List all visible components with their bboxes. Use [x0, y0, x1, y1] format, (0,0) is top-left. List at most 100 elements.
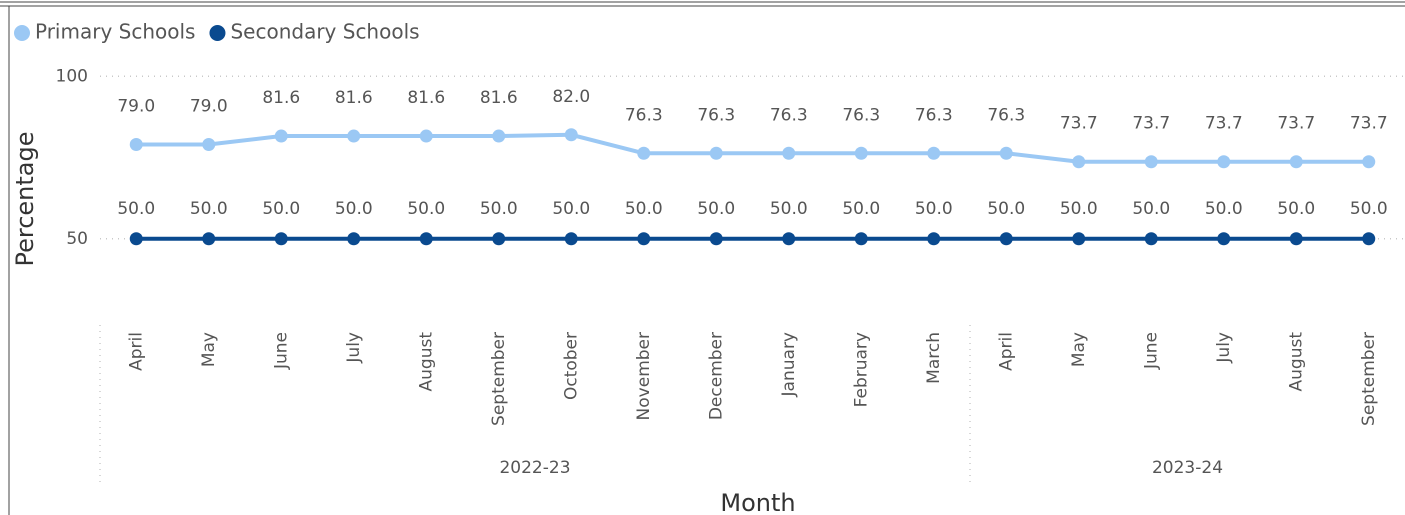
data-point [1362, 155, 1376, 169]
data-point [999, 146, 1013, 160]
x-tick-label: February [851, 332, 871, 407]
data-point [1217, 155, 1231, 169]
x-tick-label: April [996, 332, 1016, 371]
data-label: 50.0 [1277, 199, 1315, 219]
data-label: 73.7 [1350, 114, 1388, 134]
data-point [492, 232, 506, 246]
data-label: 81.6 [335, 88, 373, 108]
data-label: 50.0 [407, 199, 445, 219]
data-point [637, 232, 651, 246]
data-point [1144, 155, 1158, 169]
data-label: 81.6 [407, 88, 445, 108]
data-label: 50.0 [335, 199, 373, 219]
data-point [637, 146, 651, 160]
x-tick-label: October [561, 332, 581, 400]
data-point [129, 232, 143, 246]
x-tick-label: September [489, 332, 509, 426]
data-label: 50.0 [1350, 199, 1388, 219]
x-tick-label: August [416, 332, 436, 392]
x-tick-label: January [779, 332, 799, 397]
data-label: 50.0 [842, 199, 880, 219]
data-point [419, 232, 433, 246]
data-point [419, 129, 433, 143]
x-tick-label: July [1214, 332, 1234, 364]
data-point [202, 138, 216, 151]
series-line [136, 132, 1369, 164]
data-point [782, 146, 796, 160]
data-label: 79.0 [117, 97, 155, 117]
data-label: 50.0 [552, 199, 590, 219]
data-point [709, 232, 723, 246]
data-label: 73.7 [1060, 114, 1098, 134]
data-point [927, 232, 941, 246]
x-tick-label: June [271, 332, 291, 370]
data-label: 81.6 [262, 88, 300, 108]
data-point [347, 129, 361, 143]
y-axis-title: Percentage [11, 131, 39, 266]
data-label: 50.0 [117, 199, 155, 219]
data-label: 76.3 [987, 105, 1025, 125]
data-point [347, 232, 361, 246]
data-point [274, 129, 288, 143]
x-tick-label: September [1359, 332, 1379, 426]
data-point [202, 232, 216, 246]
data-point [782, 232, 796, 246]
data-label: 50.0 [770, 199, 808, 219]
legend-marker [209, 25, 226, 41]
data-point [999, 232, 1013, 246]
x-tick-label: April [126, 332, 146, 371]
legend-label: Primary Schools [35, 20, 195, 44]
data-label: 76.3 [625, 105, 663, 125]
data-label: 50.0 [915, 199, 953, 219]
data-point [564, 232, 578, 246]
x-group-label: 2022-23 [499, 458, 570, 478]
data-label: 76.3 [697, 105, 735, 125]
data-label: 82.0 [552, 87, 590, 107]
data-point [1289, 155, 1303, 169]
x-tick-label: December [706, 332, 726, 420]
data-label: 81.6 [480, 88, 518, 108]
x-tick-label: July [344, 332, 364, 364]
data-label: 50.0 [1060, 199, 1098, 219]
data-label: 76.3 [770, 105, 808, 125]
data-point [1289, 232, 1303, 246]
data-point [129, 138, 143, 151]
data-point [1144, 232, 1158, 246]
x-tick-label: June [1141, 332, 1161, 370]
data-point [492, 129, 506, 143]
data-label: 73.7 [1205, 114, 1243, 134]
data-point [709, 146, 723, 160]
x-tick-label: March [924, 332, 944, 384]
legend-marker [14, 25, 30, 41]
data-point [927, 146, 941, 160]
data-label: 50.0 [1132, 199, 1170, 219]
y-tick-label: 100 [56, 66, 88, 86]
x-axis-title: Month [720, 489, 795, 515]
x-group-label: 2023-24 [1152, 458, 1223, 478]
x-tick-label: November [634, 332, 654, 420]
data-label: 50.0 [697, 199, 735, 219]
data-point [1072, 155, 1086, 169]
data-label: 73.7 [1277, 114, 1315, 134]
y-tick-label: 50 [66, 229, 88, 249]
x-tick-label: August [1286, 332, 1306, 392]
data-point [1217, 232, 1231, 246]
x-tick-label: May [1069, 332, 1089, 367]
data-point [854, 146, 868, 160]
data-label: 73.7 [1132, 114, 1170, 134]
data-point [854, 232, 868, 246]
data-label: 50.0 [987, 199, 1025, 219]
data-label: 76.3 [915, 105, 953, 125]
data-label: 76.3 [842, 105, 880, 125]
data-point [564, 128, 578, 142]
data-label: 50.0 [480, 199, 518, 219]
data-label: 50.0 [1205, 199, 1243, 219]
legend-label: Secondary Schools [230, 20, 419, 44]
x-tick-label: May [199, 332, 219, 367]
data-label: 79.0 [190, 97, 228, 117]
data-label: 50.0 [190, 199, 228, 219]
data-point [1072, 232, 1086, 246]
data-point [1362, 232, 1376, 246]
data-label: 50.0 [262, 199, 300, 219]
